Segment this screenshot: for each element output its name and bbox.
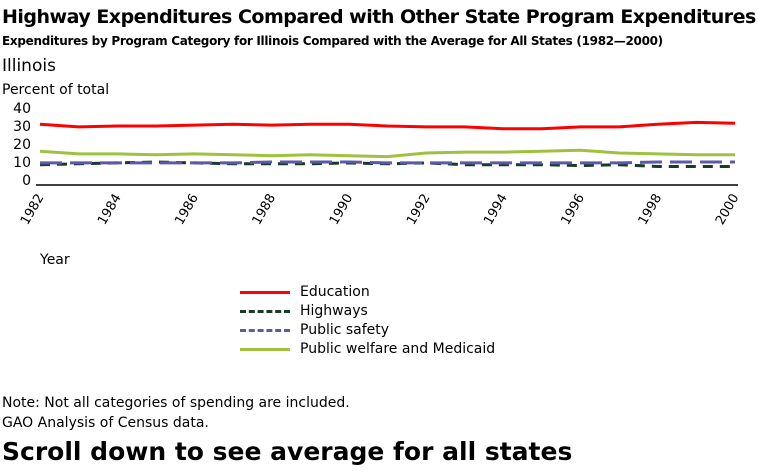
note: Note: Not all categories of spending are… xyxy=(2,395,350,411)
y-tick-label: 30 xyxy=(13,119,31,135)
y-axis-label: Percent of total xyxy=(2,82,110,98)
legend-swatch xyxy=(240,309,290,313)
y-tick-label: 0 xyxy=(22,173,31,189)
line-chart: 0 10 20 30 40 1982 1984 1986 1988 1990 1992 1994 199… xyxy=(13,101,743,228)
series-line-education xyxy=(39,120,736,131)
x-tick-label: 1984 xyxy=(95,192,125,228)
x-tick-label: 1996 xyxy=(558,192,588,228)
x-tick-label: 2000 xyxy=(713,192,743,228)
x-tick-label: 1988 xyxy=(250,192,280,228)
legend-item: Education xyxy=(240,284,370,300)
y-tick-label: 10 xyxy=(13,155,31,171)
x-tick-label: 1986 xyxy=(172,192,202,228)
legend-item: Highways xyxy=(240,303,368,319)
chart-subtitle: Expenditures by Program Category for Ill… xyxy=(2,34,663,48)
x-tick-label: 1992 xyxy=(404,192,434,228)
legend-label: Public welfare and Medicaid xyxy=(300,341,496,357)
y-tick-label: 20 xyxy=(13,137,31,153)
legend-swatch xyxy=(240,328,290,332)
scroll-hint: Scroll down to see average for all state… xyxy=(2,437,573,466)
legend-label: Public safety xyxy=(300,322,390,338)
x-tick-label: 1994 xyxy=(481,192,511,228)
x-tick-label: 1990 xyxy=(327,192,357,228)
state-name: Illinois xyxy=(2,56,56,76)
legend-label: Education xyxy=(300,284,370,300)
legend-label: Highways xyxy=(300,303,368,319)
y-tick-label: 40 xyxy=(13,101,31,117)
series-line-public-safety xyxy=(40,160,735,165)
x-tick-label: 1998 xyxy=(636,192,666,228)
legend-swatch xyxy=(240,290,290,294)
series-line-public-welfare-and-medicaid xyxy=(39,148,735,159)
x-tick-label: 1982 xyxy=(18,192,48,228)
source: GAO Analysis of Census data. xyxy=(2,415,209,431)
page-title: Highway Expenditures Compared with Other… xyxy=(2,6,756,28)
x-axis-label: Year xyxy=(40,252,70,268)
legend-item: Public safety xyxy=(240,322,389,338)
legend-item: Public welfare and Medicaid xyxy=(240,341,495,357)
legend-swatch xyxy=(240,347,290,351)
